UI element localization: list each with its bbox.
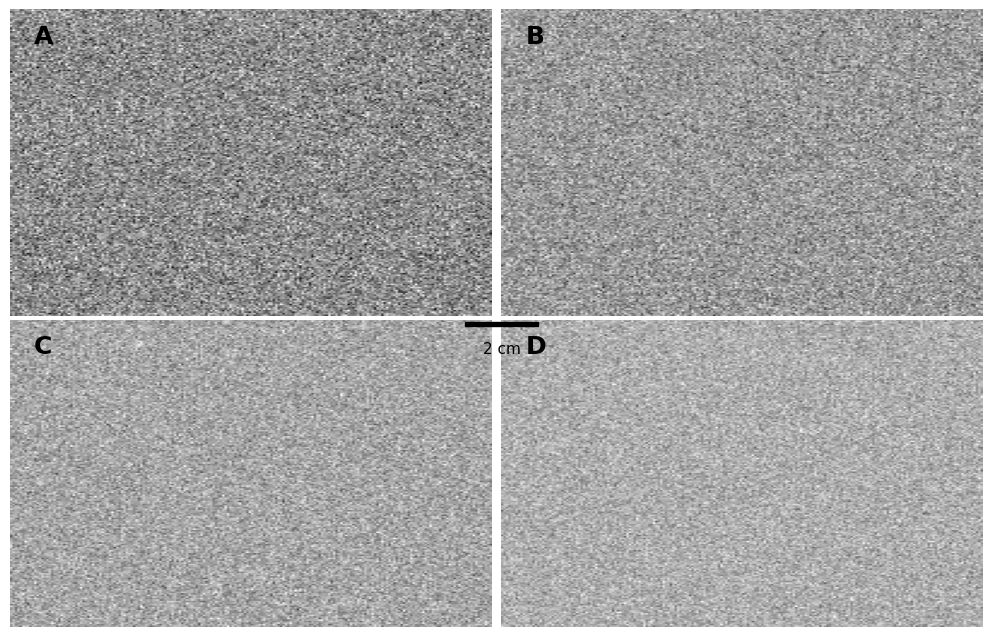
Text: 2 cm: 2 cm — [483, 342, 520, 357]
Text: B: B — [525, 25, 544, 49]
Bar — [465, 322, 538, 327]
Text: A: A — [34, 25, 54, 49]
Text: C: C — [34, 335, 53, 359]
Text: D: D — [525, 335, 546, 359]
